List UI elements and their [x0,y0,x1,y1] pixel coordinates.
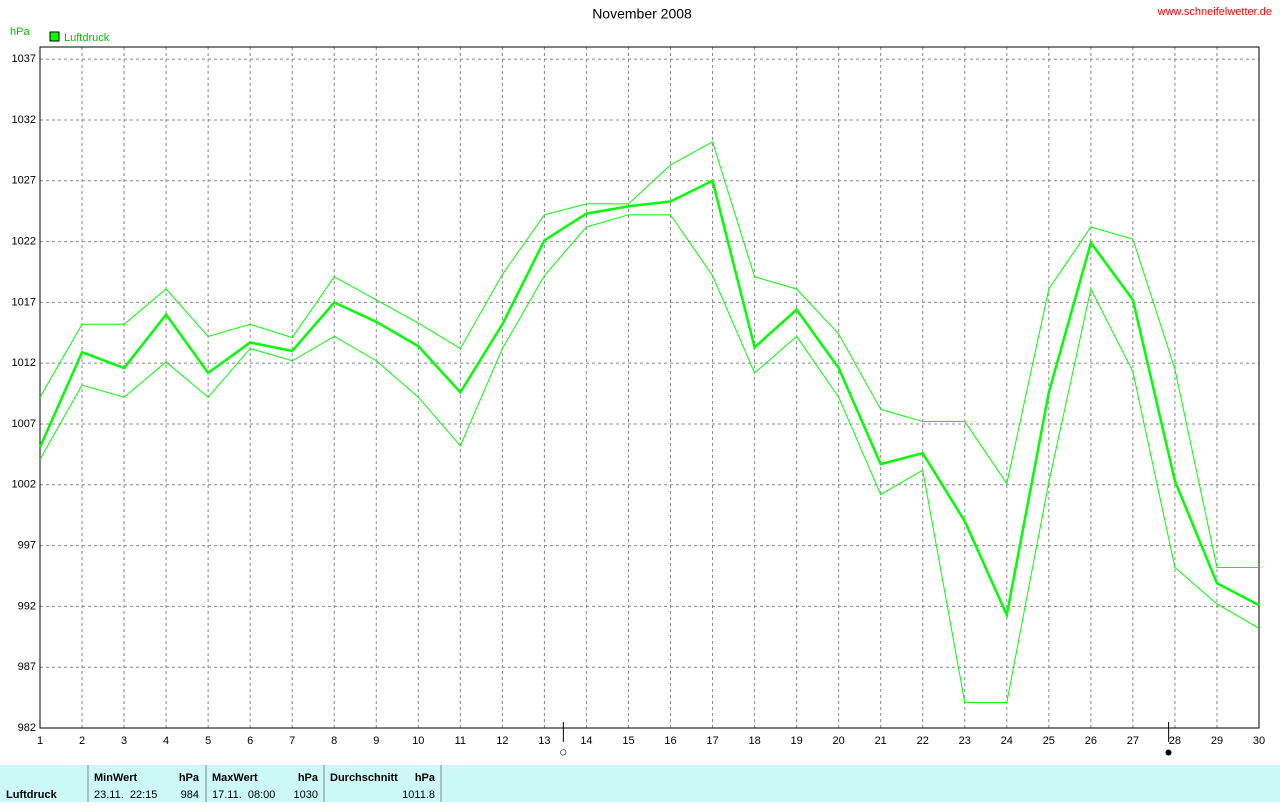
y-tick-label: 987 [18,661,36,673]
stats-unit: hPa [415,772,436,784]
stats-when: 23.11. 22:15 [94,789,157,801]
x-tick-label: 18 [748,735,760,747]
x-tick-label: 9 [373,735,379,747]
x-tick-label: 23 [959,735,971,747]
y-tick-label: 1037 [12,53,36,65]
y-tick-label: 1002 [12,479,36,491]
x-tick-label: 22 [917,735,929,747]
x-tick-label: 6 [247,735,253,747]
y-axis-label: hPa [10,26,30,38]
x-tick-label: 10 [412,735,424,747]
x-tick-label: 26 [1085,735,1097,747]
stats-unit: hPa [298,772,319,784]
x-tick-label: 15 [622,735,634,747]
plot-frame [39,46,1260,729]
y-tick-label: 1022 [12,235,36,247]
stats-title: Durchschnitt [330,772,398,784]
stats-value: 984 [181,789,199,801]
annotation-symbol: ● [1164,744,1172,760]
legend-swatch [49,31,60,42]
x-tick-label: 20 [833,735,845,747]
x-tick-label: 5 [205,735,211,747]
x-tick-label: 27 [1127,735,1139,747]
x-tick-label: 25 [1043,735,1055,747]
x-tick-label: 1 [37,735,43,747]
y-tick-label: 1007 [12,418,36,430]
y-tick-label: 1032 [12,114,36,126]
x-tick-label: 14 [580,735,592,747]
y-tick-label: 1012 [12,357,36,369]
y-tick-label: 982 [18,722,36,734]
x-tick-label: 28 [1169,735,1181,747]
x-tick-label: 24 [1001,735,1013,747]
stats-label: Luftdruck [6,789,58,801]
x-tick-label: 12 [496,735,508,747]
x-tick-label: 21 [875,735,887,747]
x-tick-label: 3 [121,735,127,747]
x-tick-label: 7 [289,735,295,747]
data-line [39,141,1259,568]
annotation-symbol: ○ [559,744,567,760]
y-tick-label: 1027 [12,175,36,187]
y-tick-label: 1017 [12,296,36,308]
data-line [38,178,1260,620]
x-tick-label: 16 [664,735,676,747]
stats-title: MaxWert [212,772,258,784]
x-tick-label: 17 [706,735,718,747]
x-tick-label: 13 [538,735,550,747]
y-tick-label: 992 [18,600,36,612]
x-tick-label: 4 [163,735,169,747]
stats-band [0,765,1280,802]
y-tick-label: 997 [18,539,36,551]
x-tick-label: 8 [331,735,337,747]
stats-title: MinWert [94,772,138,784]
x-tick-label: 11 [455,735,466,747]
x-tick-label: 2 [79,735,85,747]
stats-value: 1011.8 [402,789,435,801]
x-tick-label: 30 [1253,735,1265,747]
legend-label: Luftdruck [64,32,110,44]
source-label: www.schneifelwetter.de [1157,6,1272,18]
stats-unit: hPa [179,772,200,784]
stats-value: 1030 [294,789,318,801]
x-tick-label: 29 [1211,735,1223,747]
data-line [39,214,1260,703]
stats-when: 17.11. 08:00 [212,789,275,801]
chart-title: November 2008 [592,6,692,22]
x-tick-label: 19 [790,735,802,747]
